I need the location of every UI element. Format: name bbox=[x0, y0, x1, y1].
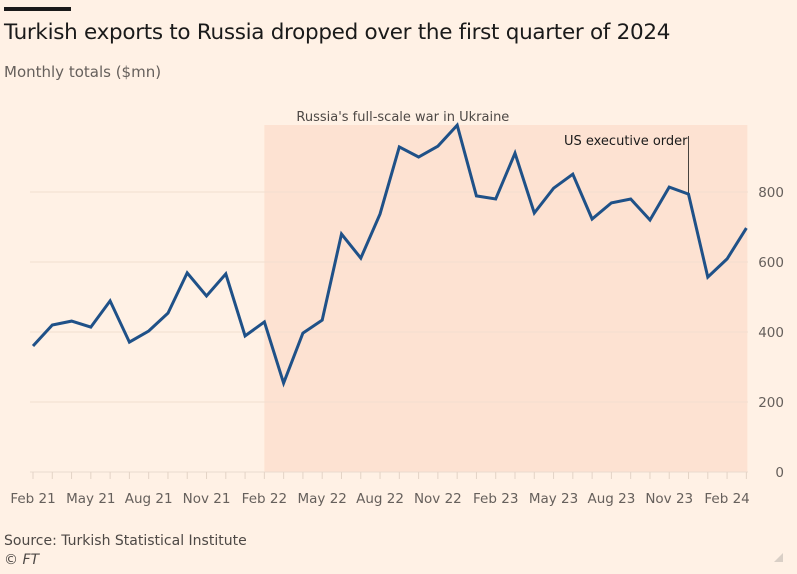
series-line-0 bbox=[31, 122, 748, 388]
x-tick-label: Aug 22 bbox=[356, 491, 404, 507]
x-tick-label: May 21 bbox=[66, 491, 115, 507]
x-tick-label: Nov 23 bbox=[645, 491, 693, 507]
x-tick-label: Nov 21 bbox=[183, 491, 231, 507]
y-tick-label-400: 400 bbox=[758, 325, 784, 341]
chart-subtitle: Monthly totals ($mn) bbox=[4, 63, 162, 81]
ft-header-bar bbox=[4, 7, 71, 11]
copyright-note: © FT bbox=[4, 552, 40, 568]
x-tick-label: Feb 23 bbox=[473, 491, 518, 507]
x-tick-label: Feb 21 bbox=[10, 491, 55, 507]
y-tick-label-800: 800 bbox=[758, 185, 784, 201]
y-tick-label-600: 600 bbox=[758, 255, 784, 271]
x-tick-label: Nov 22 bbox=[414, 491, 462, 507]
annotation-war-label: Russia's full-scale war in Ukraine bbox=[296, 110, 509, 125]
x-tick-label: Feb 24 bbox=[704, 491, 749, 507]
chart-title: Turkish exports to Russia dropped over t… bbox=[4, 20, 671, 45]
x-tick-label: May 23 bbox=[529, 491, 578, 507]
x-tick-label: Aug 21 bbox=[125, 491, 173, 507]
y-tick-label-200: 200 bbox=[758, 395, 784, 411]
x-tick-label: Feb 22 bbox=[242, 491, 287, 507]
source-note: Source: Turkish Statistical Institute bbox=[4, 533, 247, 549]
shaded-region-war bbox=[264, 125, 748, 472]
resize-handle-icon[interactable] bbox=[774, 553, 783, 562]
x-tick-label: May 22 bbox=[298, 491, 347, 507]
y-tick-label-0: 0 bbox=[775, 465, 784, 481]
annotation-us-order-label: US executive order bbox=[564, 134, 688, 149]
x-tick-label: Aug 23 bbox=[587, 491, 635, 507]
